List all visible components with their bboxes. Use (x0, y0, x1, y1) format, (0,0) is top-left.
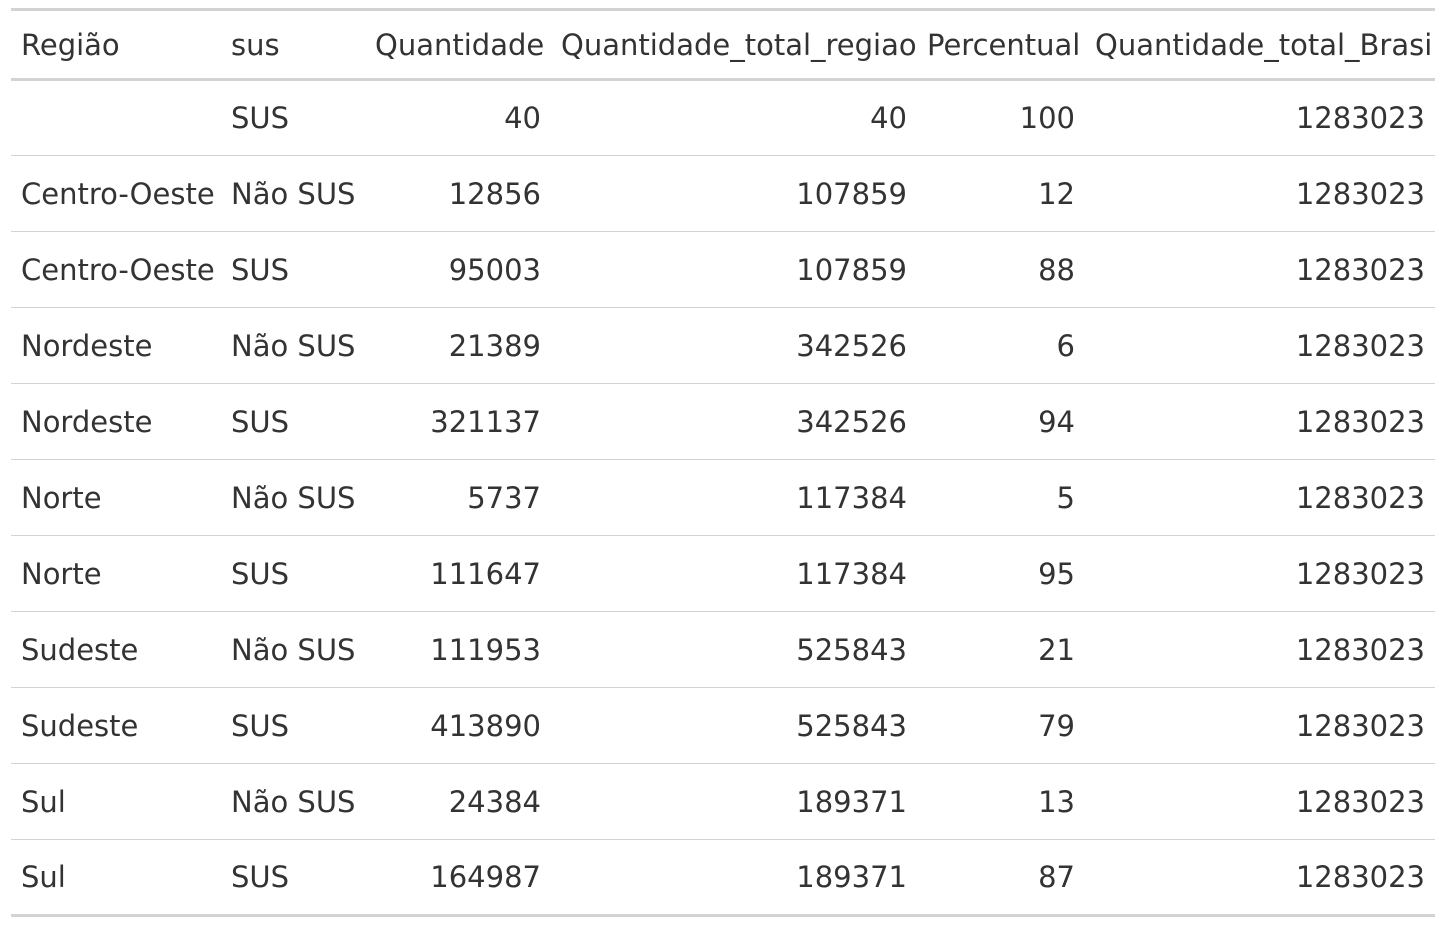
cell-regiao (11, 80, 221, 156)
cell-quantidade: 164987 (365, 839, 551, 916)
cell-quantidade-total-regiao: 40 (870, 101, 907, 135)
column-header-sus: sus (221, 9, 365, 81)
cell-quantidade: 111953 (365, 611, 551, 688)
table-row: Norte SUS 111647 117384 95 1283023 (11, 535, 1435, 612)
table-header: Região sus Quantidade Quantidade_total_r… (11, 9, 1435, 81)
table-row: Centro-Oeste SUS 95003 107859 88 1283023 (11, 231, 1435, 308)
table-row: Nordeste SUS 321137 342526 94 1283023 (11, 383, 1435, 460)
cell-quantidade-total-regiao: 117384 (551, 535, 917, 612)
cell-quantidade-total-brasil: 1283023 (1085, 459, 1435, 536)
cell-quantidade-total-brasil: 1283023 (1295, 101, 1425, 135)
cell-sus: SUS (221, 383, 365, 460)
cell-quantidade: 5737 (365, 459, 551, 536)
cell-sus: Não SUS (221, 611, 365, 688)
cell-sus: Não SUS (221, 459, 365, 536)
cell-percentual: 100 (1019, 101, 1075, 135)
cell-regiao: Sudeste (11, 687, 221, 764)
cell-regiao: Centro-Oeste (11, 231, 221, 308)
table-body: SUS 40 40 100 1283023 Centro-Oeste Não SUS 1285… (11, 80, 1435, 916)
cell-quantidade-total-regiao: 117384 (551, 459, 917, 536)
table-row: Nordeste Não SUS 21389 342526 6 1283023 (11, 307, 1435, 384)
table-row: Sul Não SUS 24384 189371 13 1283023 (11, 763, 1435, 840)
column-header-quantidade-total-regiao: Quantidade_total_regiao (551, 9, 917, 81)
cell-quantidade-total-regiao: 189371 (551, 839, 917, 916)
cell-percentual: 21 (917, 611, 1085, 688)
data-table: Região sus Quantidade Quantidade_total_r… (11, 8, 1435, 917)
table-row: Sudeste SUS 413890 525843 79 1283023 (11, 687, 1435, 764)
cell-sus: Não SUS (221, 763, 365, 840)
table-row: Norte Não SUS 5737 117384 5 1283023 (11, 459, 1435, 536)
cell-quantidade-total-brasil: 1283023 (1085, 687, 1435, 764)
cell-quantidade-total-brasil: 1283023 (1085, 155, 1435, 232)
cell-sus: SUS (221, 231, 365, 308)
cell-percentual: 95 (917, 535, 1085, 612)
cell-regiao: Sul (11, 839, 221, 916)
cell-quantidade-total-brasil: 1283023 (1085, 611, 1435, 688)
cell-quantidade-total-regiao: 107859 (551, 155, 917, 232)
data-table-container: Região sus Quantidade Quantidade_total_r… (11, 8, 1435, 917)
table-row: Centro-Oeste Não SUS 12856 107859 12 1283023 (11, 155, 1435, 232)
cell-percentual: 79 (917, 687, 1085, 764)
cell-quantidade: 413890 (365, 687, 551, 764)
cell-quantidade-total-regiao: 342526 (551, 383, 917, 460)
table-row: Sul SUS 164987 189371 87 1283023 (11, 839, 1435, 916)
cell-quantidade-total-regiao: 525843 (551, 611, 917, 688)
column-header-percentual: Percentual (917, 9, 1085, 81)
column-header-regiao: Região (11, 9, 221, 81)
cell-quantidade-total-brasil: 1283023 (1085, 535, 1435, 612)
cell-quantidade-total-brasil: 1283023 (1085, 231, 1435, 308)
cell-percentual: 94 (917, 383, 1085, 460)
cell-sus: SUS (221, 687, 365, 764)
table-row: SUS 40 40 100 1283023 (11, 80, 1435, 156)
cell-sus: SUS (221, 535, 365, 612)
cell-quantidade-total-brasil: 1283023 (1085, 763, 1435, 840)
cell-quantidade-total-brasil: 1283023 (1085, 307, 1435, 384)
cell-quantidade: 12856 (365, 155, 551, 232)
cell-quantidade: 111647 (365, 535, 551, 612)
cell-regiao: Sudeste (11, 611, 221, 688)
cell-quantidade: 21389 (365, 307, 551, 384)
cell-regiao: Norte (11, 459, 221, 536)
cell-quantidade: 40 (504, 101, 541, 135)
cell-sus: SUS (231, 101, 290, 135)
cell-sus: SUS (221, 839, 365, 916)
cell-regiao: Nordeste (11, 383, 221, 460)
table-row: Sudeste Não SUS 111953 525843 21 1283023 (11, 611, 1435, 688)
cell-regiao: Centro-Oeste (11, 155, 221, 232)
cell-quantidade-total-regiao: 107859 (551, 231, 917, 308)
cell-regiao: Sul (11, 763, 221, 840)
cell-percentual: 87 (917, 839, 1085, 916)
cell-quantidade-total-regiao: 342526 (551, 307, 917, 384)
cell-quantidade: 321137 (365, 383, 551, 460)
cell-sus: Não SUS (221, 307, 365, 384)
cell-percentual: 88 (917, 231, 1085, 308)
cell-regiao: Nordeste (11, 307, 221, 384)
cell-quantidade-total-regiao: 525843 (551, 687, 917, 764)
cell-quantidade: 24384 (365, 763, 551, 840)
cell-percentual: 5 (917, 459, 1085, 536)
cell-quantidade: 95003 (365, 231, 551, 308)
cell-regiao: Norte (11, 535, 221, 612)
cell-percentual: 13 (917, 763, 1085, 840)
column-header-quantidade: Quantidade (365, 9, 551, 81)
cell-percentual: 6 (917, 307, 1085, 384)
header-row: Região sus Quantidade Quantidade_total_r… (11, 9, 1435, 81)
cell-quantidade-total-regiao: 189371 (551, 763, 917, 840)
cell-sus: Não SUS (221, 155, 365, 232)
cell-percentual: 12 (917, 155, 1085, 232)
cell-quantidade-total-brasil: 1283023 (1085, 839, 1435, 916)
cell-quantidade-total-brasil: 1283023 (1085, 383, 1435, 460)
column-header-quantidade-total-brasil: Quantidade_total_Brasil (1085, 9, 1435, 81)
